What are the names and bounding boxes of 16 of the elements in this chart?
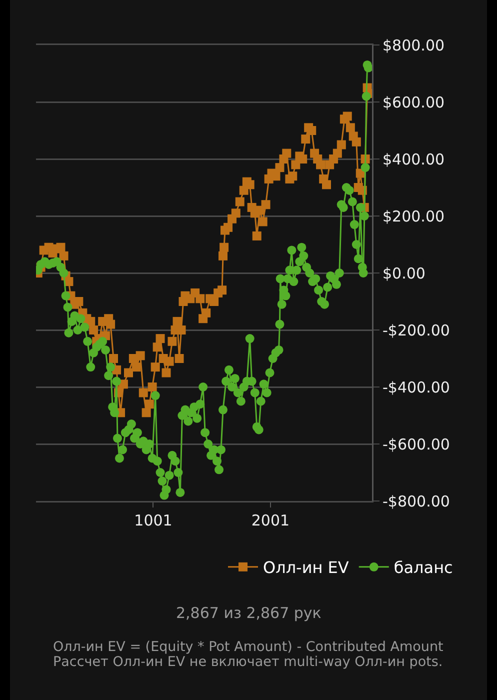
x-tick-label: 1001 bbox=[134, 512, 172, 530]
y-tick-label: $0.00 bbox=[382, 264, 426, 282]
text: Олл-ин EV = (Equity * Pot Amount) - Contributed Amount bbox=[53, 639, 444, 655]
y-tick-label: -$800.00 bbox=[382, 492, 450, 510]
y-tick-label: -$600.00 bbox=[382, 435, 450, 454]
y-tick-label: -$200.00 bbox=[382, 321, 450, 340]
x-tick-label: 2001 bbox=[251, 512, 290, 530]
y-tick-label: $200.00 bbox=[382, 207, 445, 226]
legend-label: баланс bbox=[394, 558, 453, 578]
text: 2,867 из 2,867 рук bbox=[176, 604, 322, 622]
text: Рассчет Олл-ин EV не включает multi-way Олл-ин pots. bbox=[53, 654, 443, 670]
legend-label: Олл-ин EV bbox=[263, 558, 349, 578]
y-tick-label: $400.00 bbox=[382, 150, 445, 168]
y-tick-label: $800.00 bbox=[382, 36, 445, 54]
y-tick-label: $600.00 bbox=[382, 93, 445, 112]
y-tick-label: -$400.00 bbox=[382, 378, 450, 396]
